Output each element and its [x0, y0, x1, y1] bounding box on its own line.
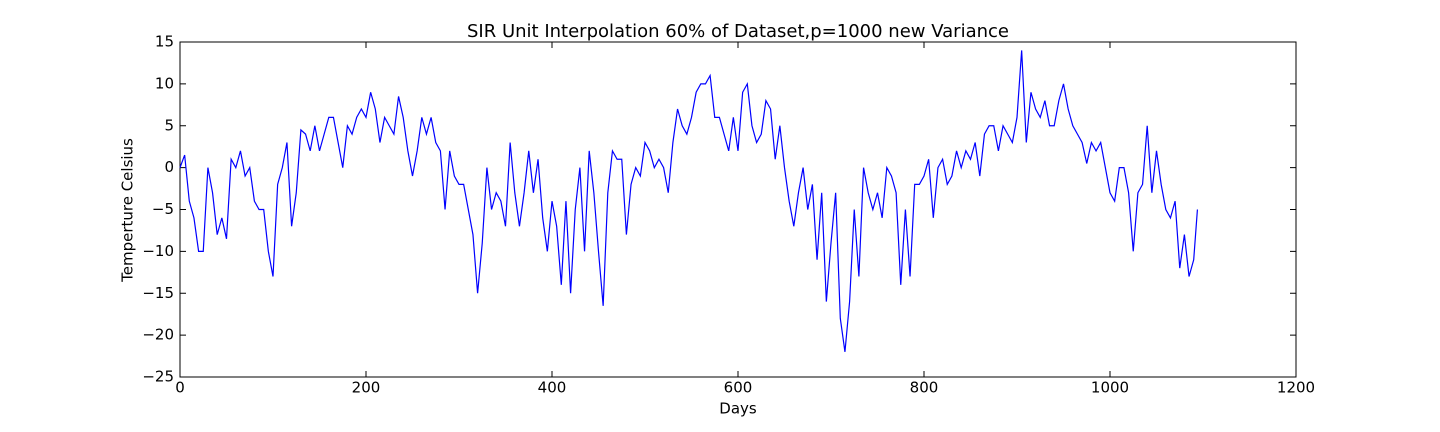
x-tick-label: 200 — [352, 379, 381, 397]
y-tick-label: −10 — [142, 242, 174, 260]
y-tick-label: 15 — [155, 33, 174, 51]
y-tick-label: 0 — [164, 158, 174, 176]
y-axis-label: Temperture Celsius — [119, 138, 137, 283]
x-axis-label: Days — [719, 400, 757, 418]
x-tick-label: 0 — [175, 379, 185, 397]
x-tick-label: 600 — [724, 379, 753, 397]
x-tick-label: 400 — [538, 379, 567, 397]
y-tick-label: −5 — [152, 200, 174, 218]
chart-title: SIR Unit Interpolation 60% of Dataset,p=… — [467, 21, 1009, 42]
plot-frame — [179, 41, 1297, 378]
y-tick-label: 5 — [164, 116, 174, 134]
x-tick-label: 1000 — [1091, 379, 1129, 397]
y-tick-label: −15 — [142, 284, 174, 302]
x-tick-label: 800 — [910, 379, 939, 397]
y-tick-label: −25 — [142, 368, 174, 386]
y-tick-label: 10 — [155, 74, 174, 92]
data-line — [179, 50, 1199, 352]
y-tick-label: −20 — [142, 326, 174, 344]
x-tick-label: 1200 — [1277, 379, 1315, 397]
